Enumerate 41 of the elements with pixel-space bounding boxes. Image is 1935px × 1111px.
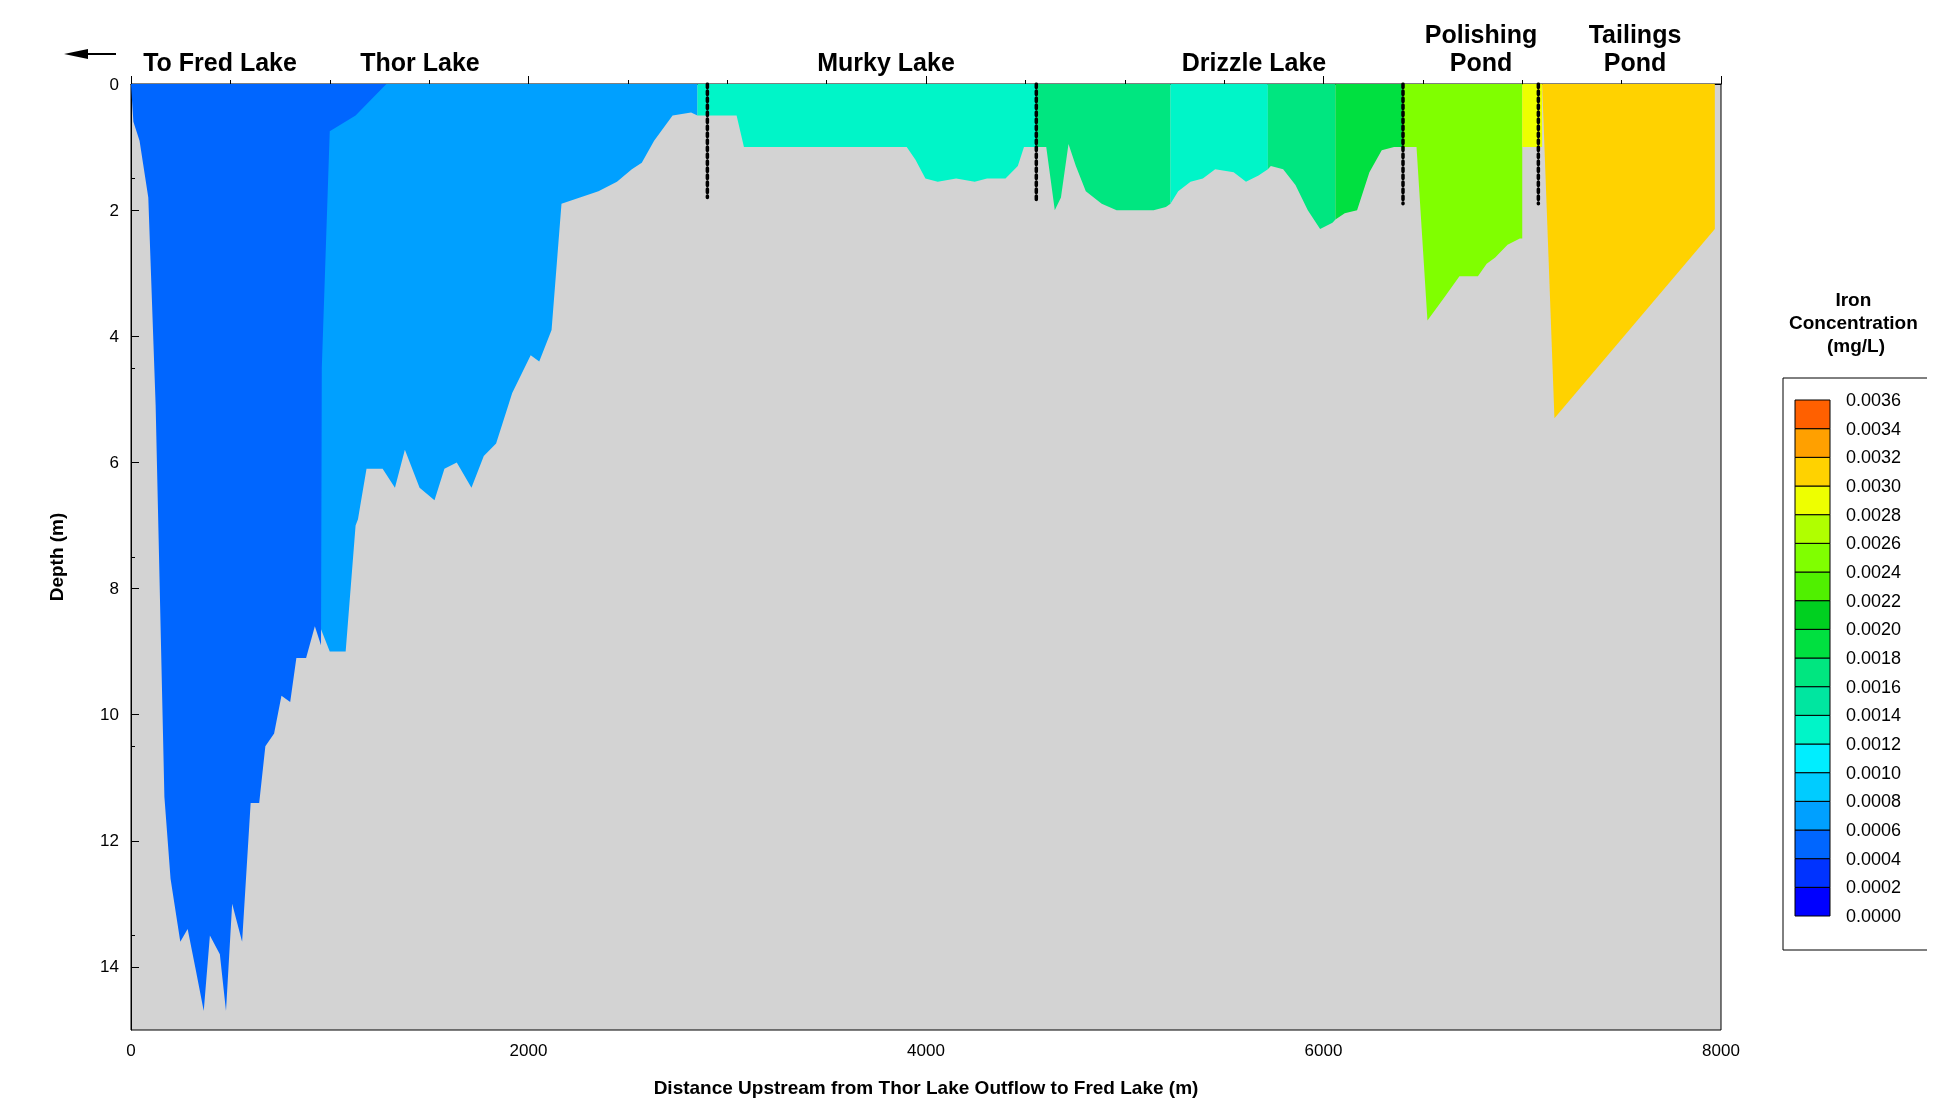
x-tick-label: 8000 [1702,1041,1740,1060]
y-tick-label: 12 [100,831,119,851]
y-tick-label: 2 [109,200,119,220]
x-tick-label: 0 [126,1041,136,1060]
text: Tailings Pond [1588,20,1682,76]
x-tick-label: 2000 [509,1041,548,1060]
y-tick-label: 10 [100,705,119,725]
text: To Fred Lake [143,48,297,76]
color-bar-label: 0.0008 [1846,791,1902,812]
color-bar-label: 0.0022 [1846,590,1902,611]
color-bar-label: 0.0002 [1846,877,1902,898]
color-bar-label: 0.0010 [1846,762,1902,783]
x-axis-title: Distance Upstream from Thor Lake Outflow to Fred Lake (m) [653,1077,1199,1098]
y-tick-label: 4 [109,326,119,346]
color-bar-label: 0.0006 [1846,820,1902,840]
color-bar-label: 0.0026 [1846,533,1902,554]
color-bar-label: 0.0014 [1846,705,1902,726]
y-tick-label: 0 [109,74,119,94]
color-bar-label: 0.0032 [1846,447,1902,468]
text: Polishing Pond [1424,20,1538,76]
x-tick-label: 4000 [907,1041,945,1060]
y-tick-label: 6 [109,452,119,472]
color-bar-label: 0.0016 [1846,676,1902,697]
color-bar-label: 0.0004 [1846,848,1902,869]
x-tick-label: 6000 [1304,1041,1343,1060]
color-bar-label: 0.0028 [1846,504,1902,525]
y-axis-title: Depth (m) [46,512,67,602]
color-bar-label: 0.0018 [1846,648,1902,668]
color-bar-label: 0.0020 [1846,619,1902,640]
color-bar-label: 0.0012 [1846,734,1902,754]
color-bar-label: 0.0036 [1846,390,1902,410]
text: Murky Lake [817,48,955,76]
y-tick-label: 8 [109,579,119,599]
color-bar-label: 0.0034 [1846,418,1902,439]
text: Drizzle Lake [1181,48,1327,76]
color-bar-label: 0.0024 [1846,562,1902,582]
color-bar-label: 0.0000 [1846,906,1902,926]
color-bar-title: Iron Concentration (mg/L) [1788,289,1924,356]
text: Thor Lake [360,48,480,76]
color-bar-label: 0.0030 [1846,476,1902,496]
y-tick-label: 14 [100,957,119,977]
